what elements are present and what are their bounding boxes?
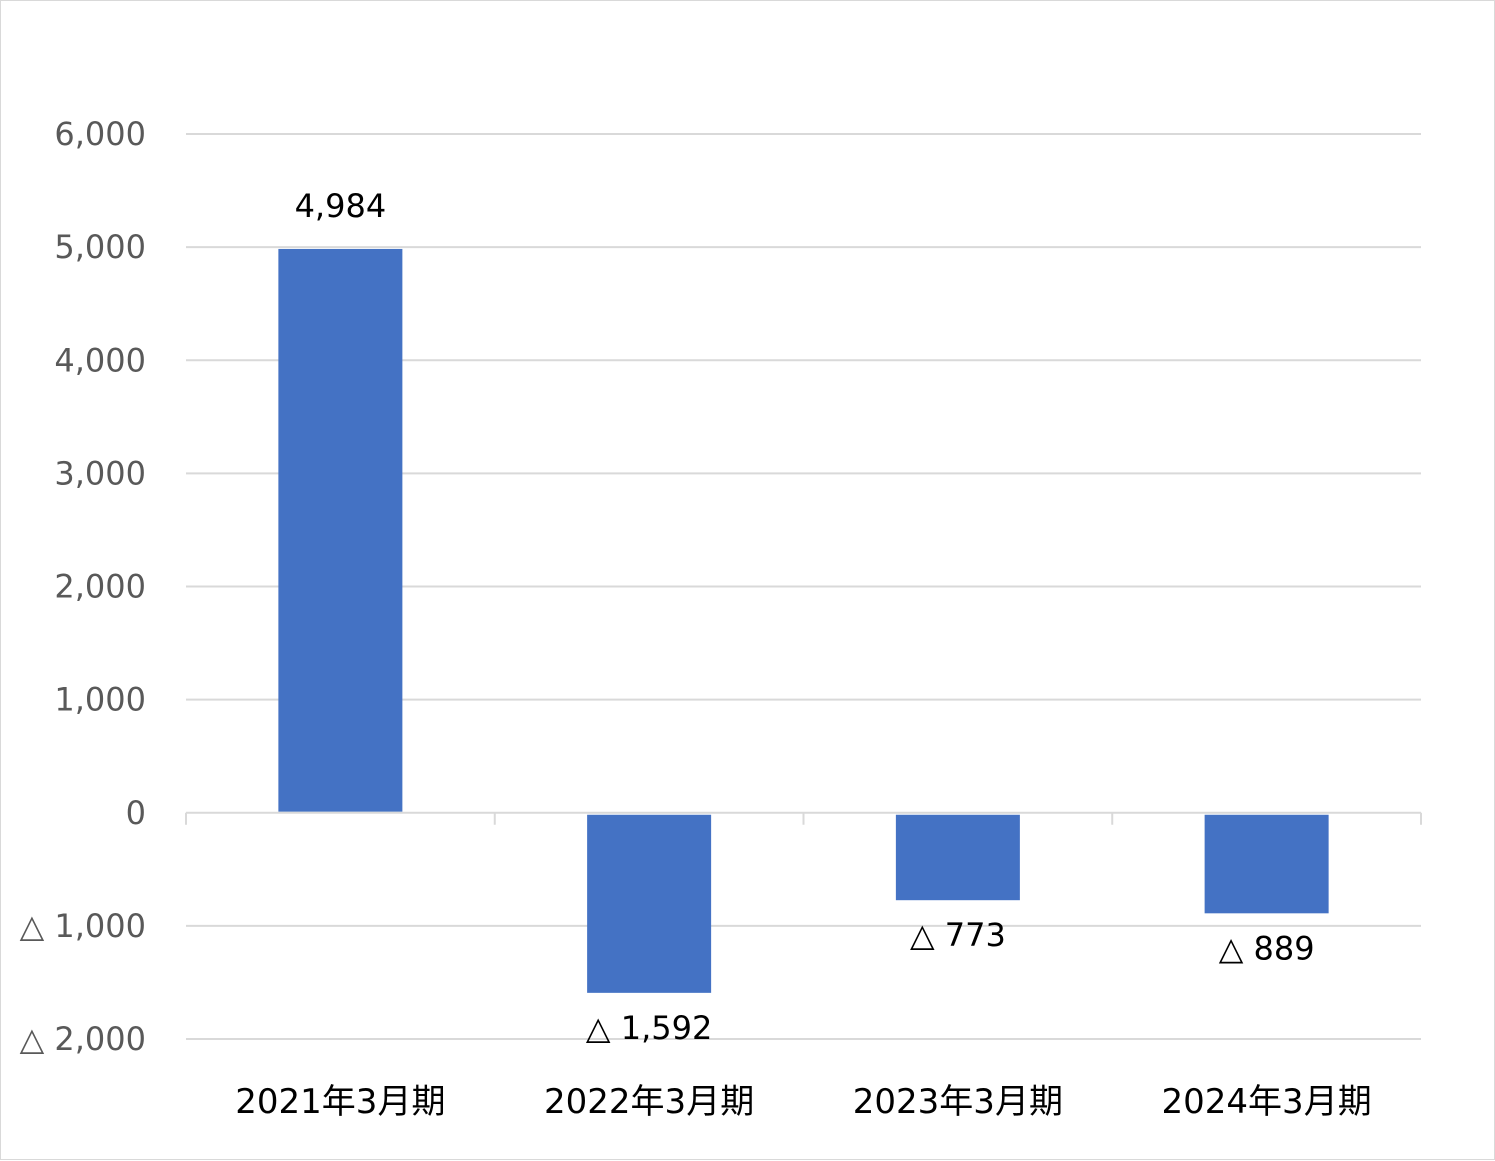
x-category-label: 2024年3月期 <box>1162 1082 1372 1122</box>
x-category-label: 2022年3月期 <box>544 1082 754 1122</box>
x-category-label: 2023年3月期 <box>853 1082 1063 1122</box>
data-label: 4,984 <box>295 187 387 225</box>
data-label: △ 889 <box>1219 929 1315 967</box>
bar <box>278 248 403 812</box>
data-label: △ 773 <box>910 916 1006 954</box>
data-label: △ 1,592 <box>586 1009 712 1047</box>
y-tick-label: 3,000 <box>54 454 146 492</box>
data-labels: 4,984 △ 1,592 △ 773 △ 889 <box>295 187 1315 1047</box>
y-tick-label: 0 <box>126 794 146 832</box>
x-axis <box>185 811 1422 825</box>
y-tick-label: 5,000 <box>54 228 146 266</box>
y-tick-label: △ 1,000 <box>20 907 146 945</box>
y-tick-label: △ 2,000 <box>20 1020 146 1058</box>
bar <box>895 814 1020 901</box>
x-axis-category-labels: 2021年3月期 2022年3月期 2023年3月期 2024年3月期 <box>235 1082 1371 1122</box>
bar <box>1204 814 1329 914</box>
y-tick-label: 1,000 <box>54 681 146 719</box>
y-tick-label: 4,000 <box>54 341 146 379</box>
x-category-label: 2021年3月期 <box>235 1082 445 1122</box>
bar <box>587 814 712 993</box>
y-axis-tick-labels: 6,000 5,000 4,000 3,000 2,000 1,000 0 △ 1,000 △ … <box>20 115 146 1058</box>
y-tick-label: 6,000 <box>54 115 146 153</box>
bars <box>278 248 1329 993</box>
y-tick-label: 2,000 <box>54 568 146 606</box>
